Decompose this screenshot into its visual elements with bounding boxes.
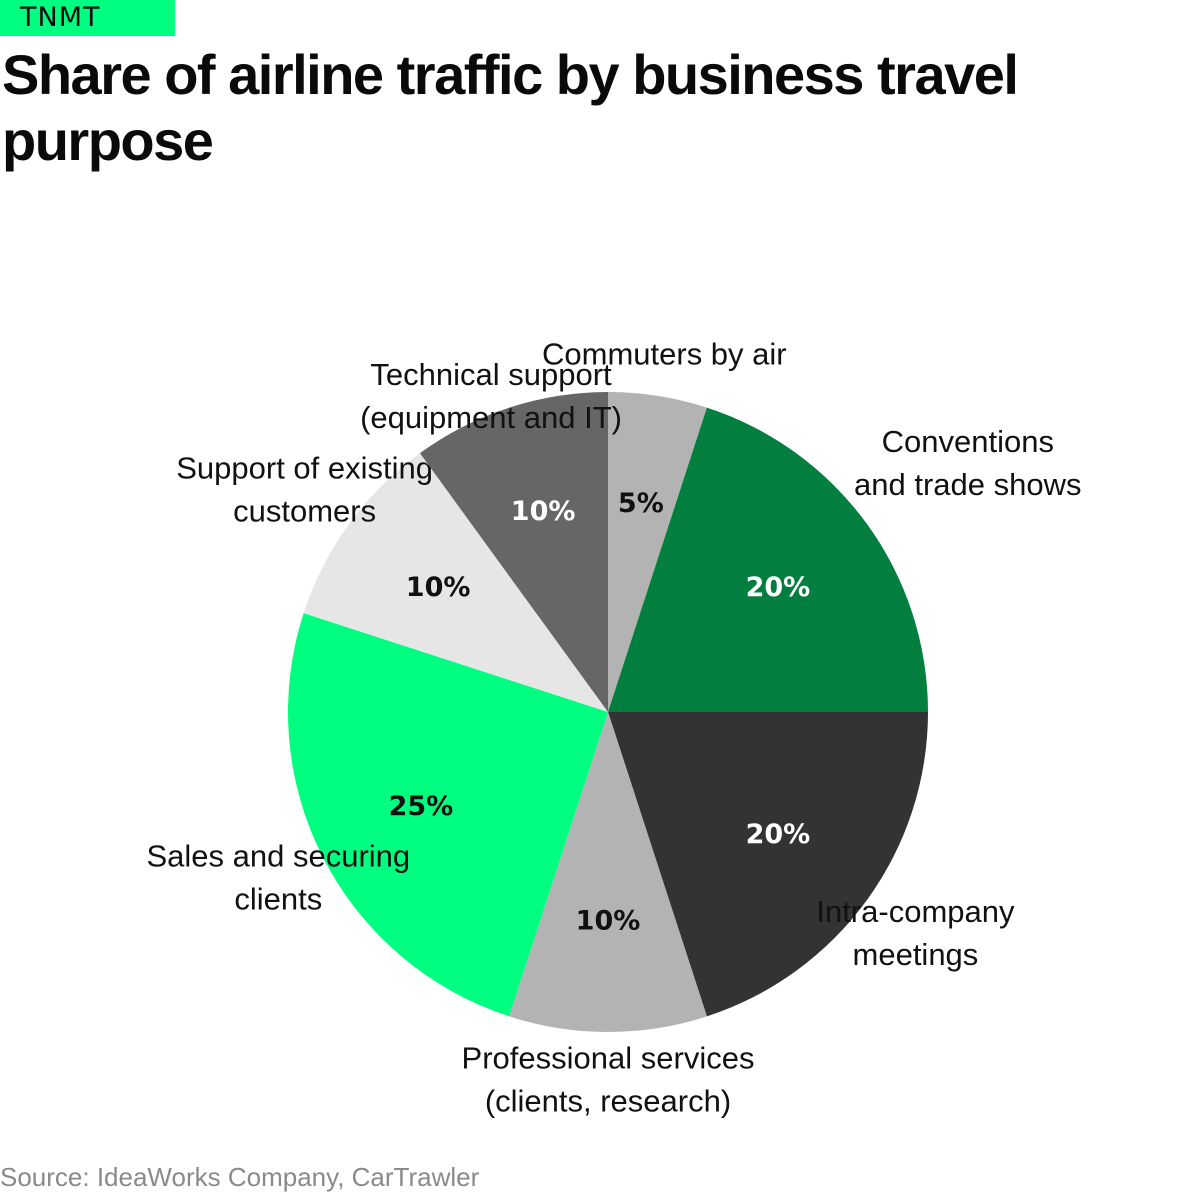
pie-slice-professional-services-clients-research (509, 712, 707, 1032)
slice-category-label: Sales and securing (146, 839, 410, 874)
pie-slice-intra-company-meetings (608, 712, 928, 1017)
slice-category-label: Technical support (370, 357, 612, 392)
pie-slice-conventions-and-trade-shows (608, 407, 928, 712)
slice-category-label: and trade shows (854, 467, 1081, 502)
slice-value-label: 5% (618, 488, 664, 519)
slice-category-label: meetings (853, 937, 979, 972)
slice-category-label: (clients, research) (485, 1084, 731, 1119)
slice-value-label: 10% (576, 906, 641, 937)
slice-category-label: (equipment and IT) (360, 400, 622, 435)
slice-value-label: 20% (746, 819, 811, 850)
slice-value-label: 25% (389, 791, 454, 822)
pie-slice-commuters-by-air (608, 392, 707, 712)
slice-category-label: Commuters by air (542, 337, 787, 372)
brand-logo: TNMT (0, 0, 175, 36)
slice-category-label: Professional services (462, 1041, 755, 1076)
slice-category-label: customers (233, 493, 376, 528)
slice-value-label: 20% (746, 572, 811, 603)
pie-slice-support-of-existing-customers (303, 453, 608, 712)
pie-slice-sales-and-securing-clients (288, 613, 608, 1017)
slice-category-label: Support of existing (176, 450, 433, 485)
chart-title: Share of airline traffic by business tra… (2, 43, 1019, 172)
slice-value-label: 10% (511, 496, 576, 527)
slice-category-label: Intra-company (816, 894, 1015, 929)
source-note: Source: IdeaWorks Company, CarTrawler (0, 1162, 480, 1192)
pie-slice-technical-support-equipment-and-it (419, 392, 608, 712)
slice-category-label: Conventions (882, 424, 1054, 459)
slice-category-label: clients (234, 882, 322, 917)
pie-chart: 5% Commuters by air 20% Conventions and trad… (146, 337, 1081, 1119)
slice-value-label: 10% (406, 572, 471, 603)
